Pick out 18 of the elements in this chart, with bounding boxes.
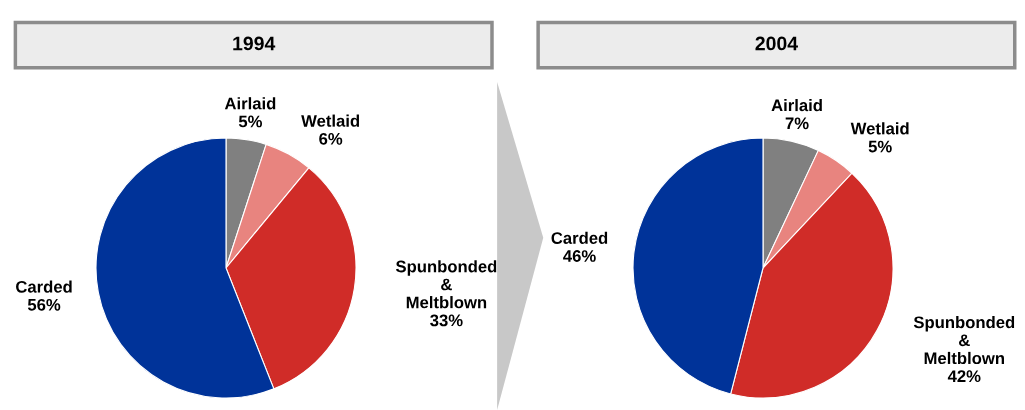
chart-title: 1994: [233, 36, 276, 51]
chart-title: 2004: [755, 36, 798, 51]
data-label: 33%: [430, 314, 463, 327]
data-label: 46%: [563, 250, 596, 262]
slice-label: Carded: [551, 231, 608, 244]
data-label: 56%: [27, 298, 61, 311]
slice-label: Spunbonded & Meltblown: [913, 315, 1015, 365]
slice-label: Wetlaid: [301, 114, 360, 127]
data-label: 7%: [785, 117, 809, 130]
slice-label: Spunbonded & Meltblown: [395, 260, 497, 309]
data-label: 6%: [319, 132, 343, 145]
slice-label: Carded: [16, 280, 72, 293]
slice-label: Airlaid: [771, 99, 822, 112]
slice-label: Wetlaid: [850, 122, 909, 135]
data-label: 5%: [238, 115, 263, 128]
data-label: 5%: [868, 140, 892, 153]
data-label: 42%: [947, 370, 981, 383]
slice-label: Airlaid: [224, 97, 276, 110]
